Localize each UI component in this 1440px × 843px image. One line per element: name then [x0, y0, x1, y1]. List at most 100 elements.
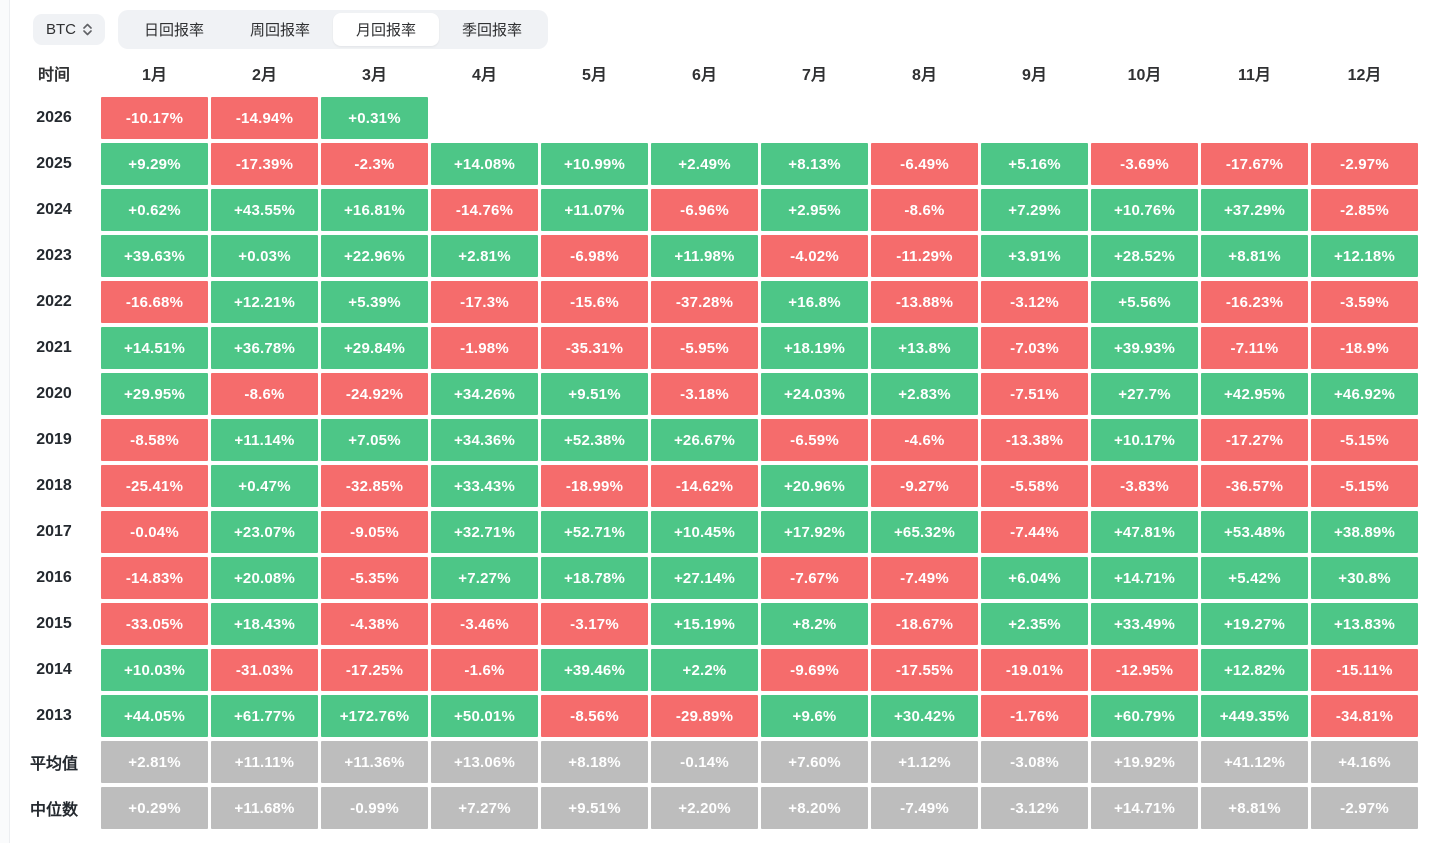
return-cell: -17.3%: [431, 281, 538, 323]
return-cell: +11.98%: [651, 235, 758, 277]
return-cell: -7.11%: [1201, 327, 1308, 369]
tab-daily-returns[interactable]: 日回报率: [121, 13, 227, 46]
return-cell: +34.36%: [431, 419, 538, 461]
return-cell: +0.29%: [101, 787, 208, 829]
return-cell: +60.79%: [1091, 695, 1198, 737]
return-cell: -8.56%: [541, 695, 648, 737]
return-cell: -3.12%: [981, 787, 1088, 829]
return-cell: +27.14%: [651, 557, 758, 599]
row-label-2020: 2020: [36, 385, 72, 402]
tab-monthly-returns[interactable]: 月回报率: [333, 12, 440, 46]
return-cell: [1091, 97, 1198, 139]
return-cell: -0.99%: [321, 787, 428, 829]
return-cell: -3.18%: [651, 373, 758, 415]
return-cell: -1.76%: [981, 695, 1088, 737]
return-cell: -6.59%: [761, 419, 868, 461]
row-label-2024: 2024: [36, 201, 72, 218]
month-column-header-2: 2月: [252, 67, 277, 84]
return-cell: [541, 97, 648, 139]
row-label-2016: 2016: [36, 569, 72, 586]
return-cell: +28.52%: [1091, 235, 1198, 277]
return-cell: +2.81%: [101, 741, 208, 783]
month-column-header-4: 4月: [472, 67, 497, 84]
return-cell: -17.67%: [1201, 143, 1308, 185]
return-cell: +32.71%: [431, 511, 538, 553]
return-cell: +9.51%: [541, 787, 648, 829]
tab-quarterly-returns[interactable]: 季回报率: [439, 13, 545, 46]
return-cell: -7.49%: [871, 557, 978, 599]
return-cell: +12.82%: [1201, 649, 1308, 691]
row-label-平均值: 平均值: [29, 756, 78, 773]
return-cell: +9.6%: [761, 695, 868, 737]
row-label-2017: 2017: [36, 523, 72, 540]
return-cell: +2.49%: [651, 143, 758, 185]
month-column-header-1: 1月: [142, 67, 167, 84]
time-column-header: 时间: [37, 67, 70, 84]
return-cell: -33.05%: [101, 603, 208, 645]
month-column-header-7: 7月: [802, 67, 827, 84]
return-cell: +38.89%: [1311, 511, 1418, 553]
return-cell: -14.94%: [211, 97, 318, 139]
return-cell: +9.29%: [101, 143, 208, 185]
return-cell: -4.38%: [321, 603, 428, 645]
row-label-2015: 2015: [36, 615, 72, 632]
row-label-2025: 2025: [36, 155, 72, 172]
return-cell: +6.04%: [981, 557, 1088, 599]
return-cell: +7.05%: [321, 419, 428, 461]
return-cell: +1.12%: [871, 741, 978, 783]
row-label-2013: 2013: [36, 707, 72, 724]
return-cell: +0.03%: [211, 235, 318, 277]
return-cell: -34.81%: [1311, 695, 1418, 737]
return-cell: -37.28%: [651, 281, 758, 323]
return-cell: +0.47%: [211, 465, 318, 507]
return-cell: +39.93%: [1091, 327, 1198, 369]
return-cell: +16.81%: [321, 189, 428, 231]
return-cell: [1311, 97, 1418, 139]
return-cell: [431, 97, 538, 139]
return-cell: +16.8%: [761, 281, 868, 323]
return-cell: -14.83%: [101, 557, 208, 599]
return-cell: +172.76%: [321, 695, 428, 737]
return-cell: -18.99%: [541, 465, 648, 507]
return-cell: +0.62%: [101, 189, 208, 231]
return-cell: +5.39%: [321, 281, 428, 323]
month-column-header-9: 9月: [1022, 67, 1047, 84]
return-cell: +11.11%: [211, 741, 318, 783]
return-cell: +18.43%: [211, 603, 318, 645]
return-cell: +20.08%: [211, 557, 318, 599]
tab-weekly-returns[interactable]: 周回报率: [227, 13, 333, 46]
return-cell: +53.48%: [1201, 511, 1308, 553]
return-cell: +8.81%: [1201, 235, 1308, 277]
return-cell: +13.06%: [431, 741, 538, 783]
month-column-header-11: 11月: [1238, 67, 1271, 84]
month-column-header-3: 3月: [362, 67, 387, 84]
row-label-2026: 2026: [36, 109, 72, 126]
return-cell: -31.03%: [211, 649, 318, 691]
return-cell: +15.19%: [651, 603, 758, 645]
return-cell: +42.95%: [1201, 373, 1308, 415]
return-cell: +5.16%: [981, 143, 1088, 185]
return-cell: -36.57%: [1201, 465, 1308, 507]
return-cell: +5.56%: [1091, 281, 1198, 323]
return-cell: -5.95%: [651, 327, 758, 369]
return-cell: -29.89%: [651, 695, 758, 737]
return-cell: +8.81%: [1201, 787, 1308, 829]
return-cell: +22.96%: [321, 235, 428, 277]
return-cell: +27.7%: [1091, 373, 1198, 415]
return-cell: -2.97%: [1311, 143, 1418, 185]
return-cell: +12.18%: [1311, 235, 1418, 277]
return-period-tabs: 日回报率 周回报率 月回报率 季回报率: [118, 9, 549, 49]
return-cell: +44.05%: [101, 695, 208, 737]
symbol-select[interactable]: BTC: [33, 13, 105, 45]
row-label-2014: 2014: [36, 661, 72, 678]
return-cell: +20.96%: [761, 465, 868, 507]
return-cell: -17.39%: [211, 143, 318, 185]
return-cell: -7.03%: [981, 327, 1088, 369]
return-cell: +8.2%: [761, 603, 868, 645]
return-cell: +10.45%: [651, 511, 758, 553]
return-cell: -12.95%: [1091, 649, 1198, 691]
return-cell: -0.04%: [101, 511, 208, 553]
return-cell: +12.21%: [211, 281, 318, 323]
return-cell: +449.35%: [1201, 695, 1308, 737]
